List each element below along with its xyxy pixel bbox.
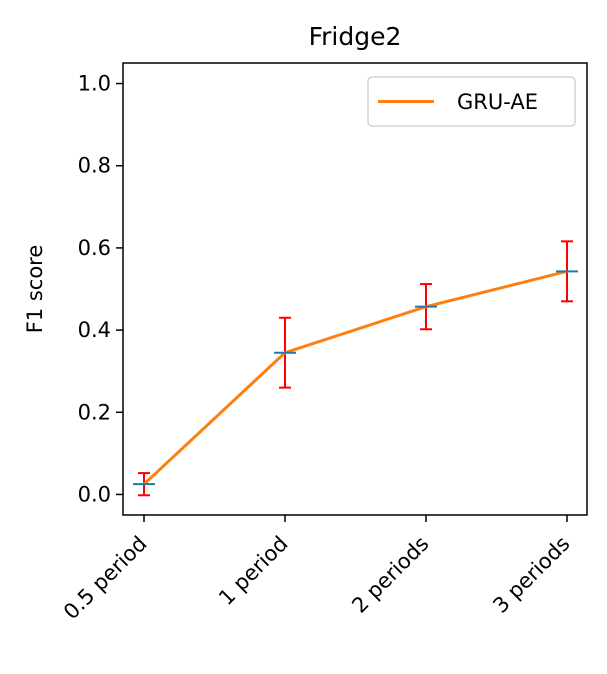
legend: GRU-AE xyxy=(367,76,576,127)
y-tick-label: 0.0 xyxy=(78,482,111,506)
chart-title: Fridge2 xyxy=(309,22,402,51)
series-line-gru-ae xyxy=(142,269,568,486)
legend-label: GRU-AE xyxy=(457,90,538,114)
series-layer xyxy=(133,240,578,497)
x-tick-label: 1 period xyxy=(214,532,292,610)
y-tick-label: 0.4 xyxy=(78,318,111,342)
y-axis-label: F1 score xyxy=(23,245,47,334)
plot-frame xyxy=(122,62,588,516)
x-tick-label: 2 periods xyxy=(347,532,433,618)
x-tick-label: 0.5 period xyxy=(59,532,152,625)
y-tick-label: 0.2 xyxy=(78,400,111,424)
x-tick-label: 3 periods xyxy=(488,532,574,618)
x-axis-ticks: 0.5 period 1 period 2 periods 3 periods xyxy=(59,515,575,624)
y-axis-ticks: 0.0 0.2 0.4 0.6 0.8 1.0 xyxy=(78,72,123,506)
y-tick-label: 0.6 xyxy=(78,236,111,260)
y-tick-label: 1.0 xyxy=(78,72,111,96)
y-tick-label: 0.8 xyxy=(78,154,111,178)
legend-box xyxy=(367,76,576,127)
